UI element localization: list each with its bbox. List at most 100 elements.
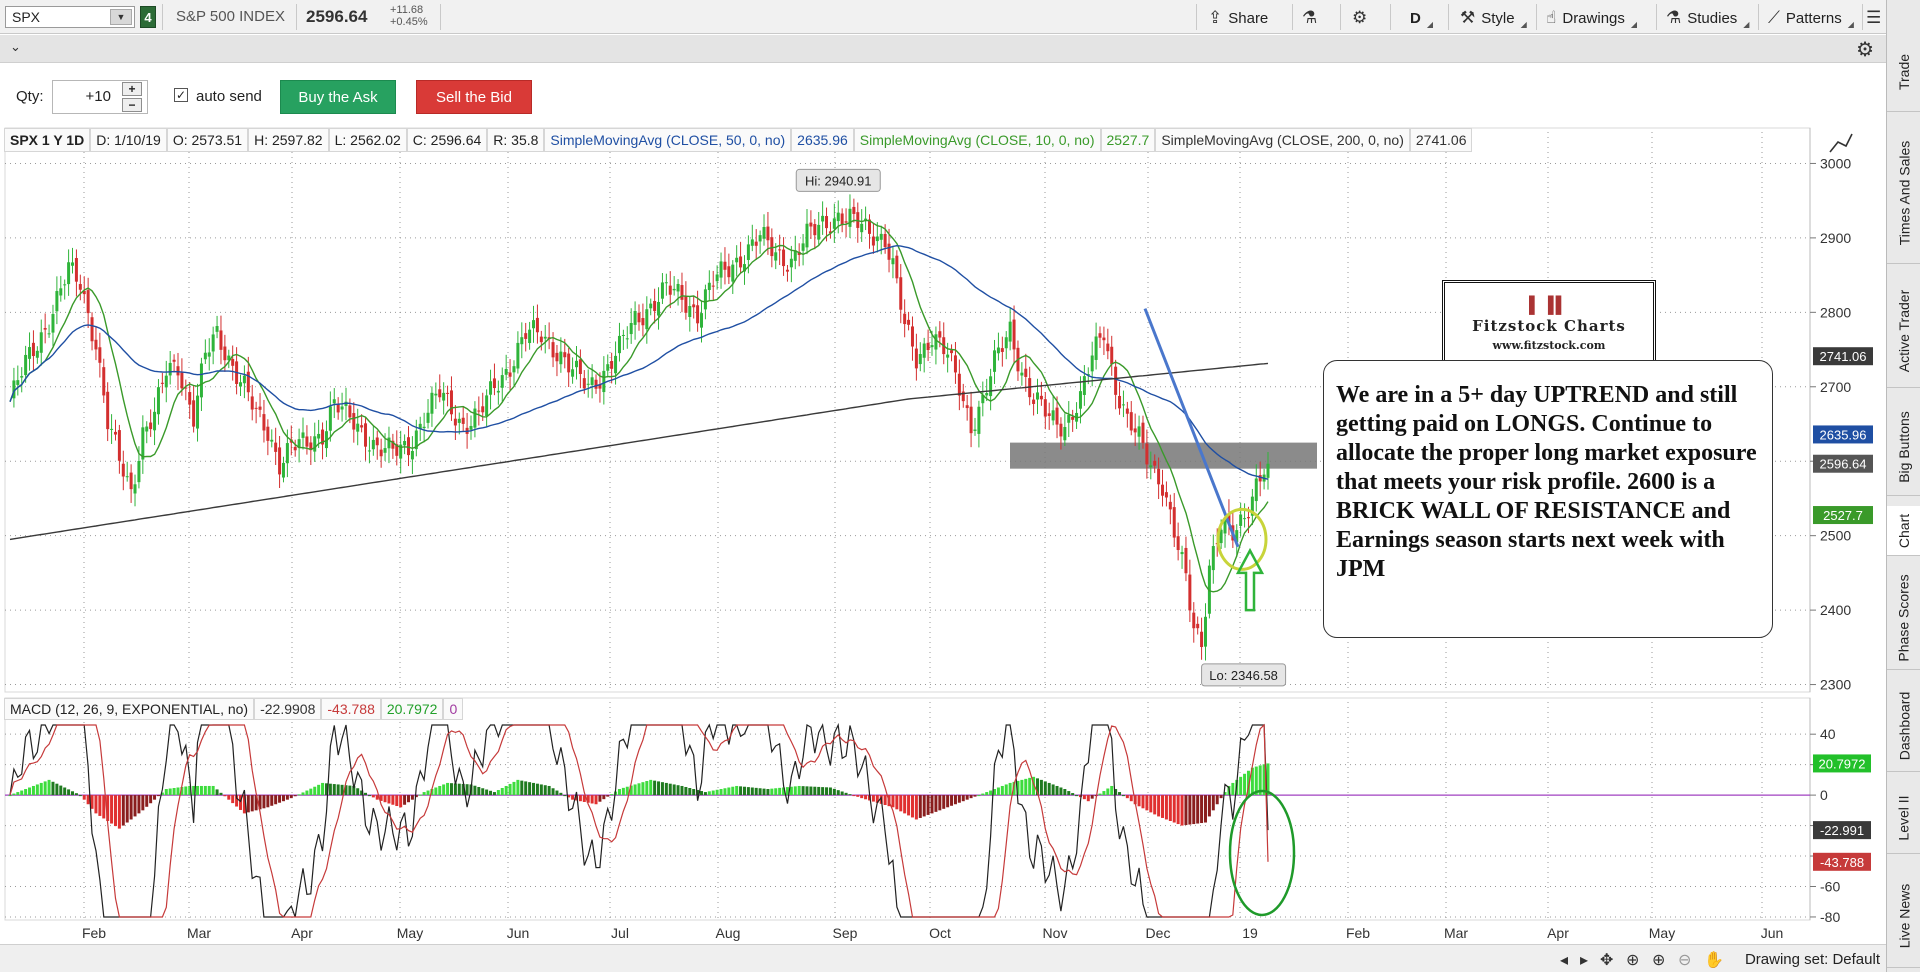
side-tab-level-ii[interactable]: Level II: [1887, 782, 1920, 854]
aggregation-button[interactable]: D ◢: [1410, 6, 1433, 30]
macd-histogram-bar: [559, 792, 563, 796]
macd-histogram-bar: [707, 791, 711, 796]
style-button[interactable]: ⚒ Style ◢: [1460, 6, 1527, 30]
side-tab-times-and-sales[interactable]: Times And Sales: [1887, 122, 1920, 264]
macd-histogram-bar: [489, 790, 493, 796]
candle-body: [543, 336, 547, 339]
side-tab-big-buttons[interactable]: Big Buttons: [1887, 398, 1920, 496]
share-button[interactable]: ⇪ Share: [1208, 6, 1268, 30]
candle-body: [78, 284, 82, 290]
side-tab-trade[interactable]: Trade: [1887, 32, 1920, 112]
macd-histogram-bar: [735, 785, 739, 796]
candle-body: [621, 334, 625, 336]
candle-body: [1254, 478, 1258, 502]
patterns-button[interactable]: ⟋ Patterns ◢: [1768, 6, 1854, 30]
macd-label[interactable]: MACD (12, 26, 9, EXPONENTIAL, no): [4, 698, 255, 720]
macd-histogram-bar: [1043, 781, 1047, 796]
scroll-right-icon[interactable]: ▸: [1580, 952, 1589, 969]
candle-body: [563, 352, 567, 358]
sma200-label[interactable]: SimpleMovingAvg (CLOSE, 200, 0, no): [1155, 128, 1410, 152]
candle-body: [1129, 412, 1133, 431]
crosshair-icon[interactable]: ⊕: [1626, 952, 1640, 969]
candle-body: [649, 303, 653, 309]
side-tab-phase-scores[interactable]: Phase Scores: [1887, 566, 1920, 670]
sma10-label[interactable]: SimpleMovingAvg (CLOSE, 10, 0, no): [853, 128, 1101, 152]
candle-body: [1039, 395, 1043, 400]
macd-histogram-bar: [539, 784, 543, 796]
candle-body: [571, 369, 575, 377]
macd-histogram-bar: [1118, 792, 1122, 796]
macd-histogram-bar: [809, 786, 813, 796]
toolbar-divider: [1862, 4, 1863, 30]
drawings-button[interactable]: ☝ Drawings ◢: [1546, 6, 1637, 30]
settings-button[interactable]: ⚙: [1352, 6, 1367, 30]
candle-body: [246, 371, 250, 393]
candle-body: [1032, 399, 1036, 404]
sell-the-bid-button[interactable]: Sell the Bid: [416, 80, 532, 114]
scroll-left-icon[interactable]: ◂: [1560, 952, 1569, 969]
annotation-note[interactable]: We are in a 5+ day UPTREND and still get…: [1323, 360, 1773, 638]
macd-histogram-bar: [24, 789, 28, 796]
symbol-dropdown-icon[interactable]: ▼: [110, 9, 132, 25]
candle-body: [785, 269, 789, 272]
studies-button[interactable]: ⚗ Studies ◢: [1666, 6, 1749, 30]
side-tab-active-trader[interactable]: Active Trader: [1887, 274, 1920, 388]
patterns-label: Patterns: [1785, 9, 1842, 27]
price-marker-box: [1813, 506, 1873, 525]
price-marker-label: 2741.06: [1820, 349, 1867, 364]
sma50-label[interactable]: SimpleMovingAvg (CLOSE, 50, 0, no): [544, 128, 792, 152]
chart-settings-gear-icon[interactable]: ⚙: [1856, 39, 1874, 61]
drawing-set-label[interactable]: Drawing set: Default: [1744, 951, 1880, 968]
menu-button[interactable]: ☰: [1866, 6, 1881, 30]
candle-body: [129, 472, 133, 490]
chevron-down-icon[interactable]: ⌄: [10, 39, 21, 54]
candle-body: [410, 450, 414, 460]
qty-increment-button[interactable]: +: [122, 82, 142, 96]
qty-decrement-button[interactable]: −: [122, 98, 142, 112]
candle-body: [907, 319, 911, 325]
flask-button[interactable]: ⚗: [1302, 6, 1317, 30]
caret-icon: ◢: [1630, 19, 1638, 29]
candle-body: [31, 342, 35, 357]
zoom-out-icon[interactable]: ⊖: [1678, 952, 1692, 969]
macd-histogram-bar: [668, 783, 672, 796]
candle-body: [51, 314, 55, 333]
side-tab-live-news[interactable]: Live News: [1887, 864, 1920, 968]
candle-body: [1161, 484, 1165, 496]
auto-send-checkbox[interactable]: ✓: [174, 88, 188, 102]
macd-histogram-bar: [719, 789, 723, 796]
macd-histogram-bar: [793, 786, 797, 796]
symbol-description: S&P 500 INDEX: [176, 8, 285, 25]
qty-label: Qty:: [16, 88, 44, 105]
macd-histogram-bar: [184, 786, 188, 796]
macd-histogram-bar: [688, 788, 692, 796]
macd-histogram-bar: [399, 795, 403, 808]
macd-histogram-bar: [434, 787, 438, 796]
caret-icon: ◢: [1847, 19, 1854, 29]
candle-body: [1043, 399, 1047, 417]
candle-body: [1239, 514, 1243, 526]
macd-histogram-bar: [313, 786, 317, 796]
macd-histogram-bar: [418, 794, 422, 796]
side-tab-chart[interactable]: Chart: [1887, 506, 1920, 556]
candle-body: [660, 282, 664, 299]
macd-histogram-bar: [692, 789, 696, 796]
macd-histogram-bar: [98, 795, 102, 816]
pan-icon[interactable]: ✥: [1600, 952, 1614, 969]
candle-body: [1258, 475, 1262, 482]
macd-histogram-bar: [883, 795, 887, 806]
buy-the-ask-button[interactable]: Buy the Ask: [280, 80, 396, 114]
macd-histogram-bar: [12, 793, 16, 796]
link-group-badge[interactable]: 4: [140, 6, 156, 28]
macd-histogram-bar: [606, 795, 610, 797]
candle-body: [1223, 517, 1227, 534]
candle-body: [637, 312, 641, 323]
candle-body: [285, 443, 289, 464]
zoom-in-icon[interactable]: ⊕: [1652, 952, 1666, 969]
price-tick-label: 3000: [1820, 155, 1851, 171]
symbol-input[interactable]: SPX ▼: [5, 6, 135, 28]
side-tab-dashboard[interactable]: Dashboard: [1887, 680, 1920, 772]
hand-icon[interactable]: ✋: [1704, 952, 1724, 969]
macd-histogram-bar: [453, 783, 457, 796]
macd-histogram-bar: [414, 795, 418, 798]
